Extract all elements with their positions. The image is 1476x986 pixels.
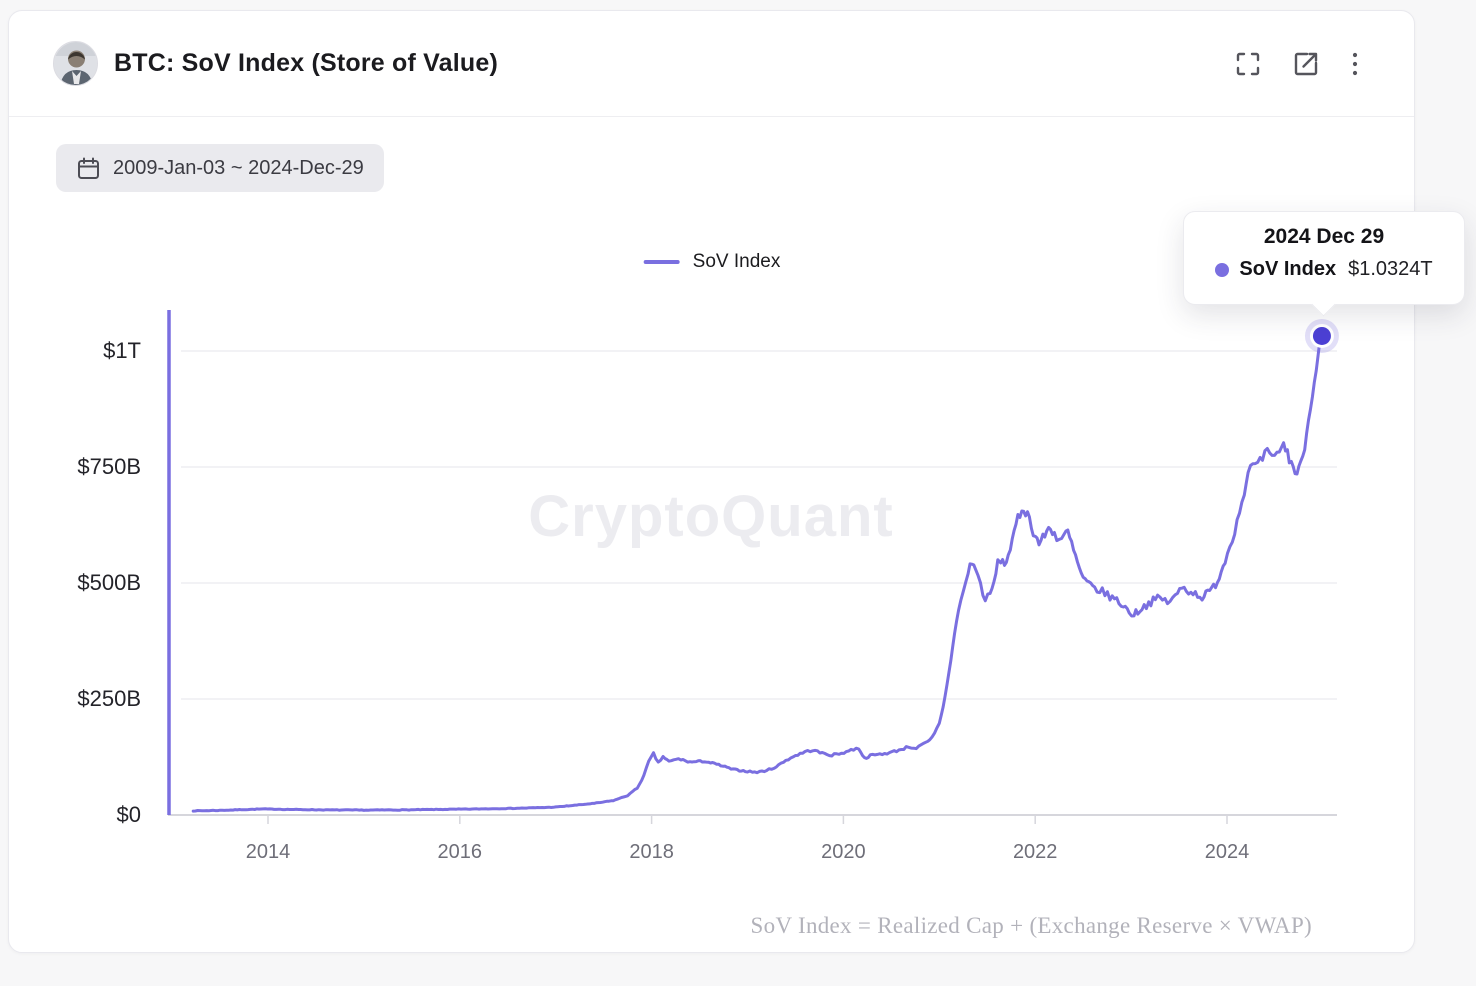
tooltip-value: $1.0324T xyxy=(1348,258,1433,280)
y-axis-label: $0 xyxy=(116,802,141,827)
x-axis-label: 2024 xyxy=(1204,841,1250,863)
date-range-badge[interactable]: 2009-Jan-03 ~ 2024-Dec-29 xyxy=(56,144,384,192)
x-axis-label: 2014 xyxy=(245,841,291,863)
legend-item-sov-index[interactable]: SoV Index xyxy=(643,251,781,273)
tooltip-series-dot xyxy=(1215,262,1230,277)
header-actions xyxy=(1232,48,1362,80)
y-axis-label: $750B xyxy=(77,454,141,479)
kebab-menu-icon xyxy=(1352,52,1358,75)
tooltip-date: 2024 Dec 29 xyxy=(1263,225,1385,248)
avatar xyxy=(53,41,98,86)
calendar-icon xyxy=(78,157,99,179)
y-axis-label: $250B xyxy=(77,686,141,711)
y-axis-label: $500B xyxy=(77,570,141,595)
marker-dot[interactable] xyxy=(1312,326,1331,345)
x-axis-label: 2018 xyxy=(629,841,674,863)
watermark: CryptoQuant xyxy=(528,484,894,549)
page-title: BTC: SoV Index (Store of Value) xyxy=(114,49,499,77)
series-line-sov-index[interactable] xyxy=(191,334,1324,813)
chart-card: BTC: SoV Index (Store of Value) xyxy=(8,10,1415,953)
formula-caption: SoV Index = Realized Cap + (Exchange Res… xyxy=(750,913,1312,938)
y-axis-label: $1T xyxy=(103,338,141,363)
x-axis-label: 2022 xyxy=(1012,841,1058,863)
fullscreen-icon xyxy=(1236,52,1260,75)
more-options-button[interactable] xyxy=(1348,48,1362,80)
tooltip: 2024 Dec 29 SoV Index $1.0324T xyxy=(1183,211,1465,305)
legend-line-swatch xyxy=(643,260,680,264)
external-link-icon xyxy=(1294,52,1318,75)
fullscreen-button[interactable] xyxy=(1232,48,1264,80)
open-external-button[interactable] xyxy=(1290,48,1322,80)
card-header: BTC: SoV Index (Store of Value) xyxy=(9,11,1414,117)
date-range-label: 2009-Jan-03 ~ 2024-Dec-29 xyxy=(113,156,364,179)
x-axis-label: 2020 xyxy=(821,841,866,863)
x-axis-label: 2016 xyxy=(437,841,483,863)
tooltip-series-name: SoV Index xyxy=(1239,258,1337,280)
legend-label: SoV Index xyxy=(692,251,781,272)
